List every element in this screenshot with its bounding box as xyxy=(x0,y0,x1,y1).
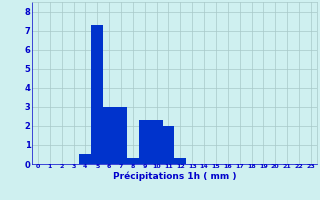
Bar xyxy=(79,154,91,164)
Bar xyxy=(151,120,163,164)
Bar xyxy=(174,158,186,164)
Bar xyxy=(91,25,103,164)
Bar xyxy=(115,107,127,164)
Bar xyxy=(163,126,174,164)
Bar xyxy=(139,120,151,164)
Bar xyxy=(103,107,115,164)
Bar xyxy=(127,158,139,164)
X-axis label: Précipitations 1h ( mm ): Précipitations 1h ( mm ) xyxy=(113,172,236,181)
